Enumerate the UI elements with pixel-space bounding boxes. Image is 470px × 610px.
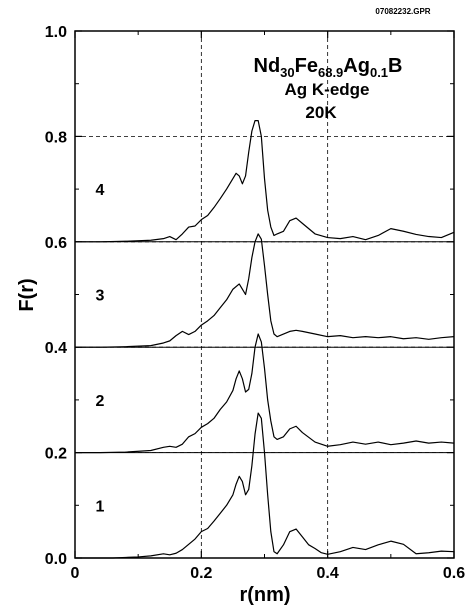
title-element: Ag [343, 55, 370, 77]
x-tick-label: 0.2 [190, 565, 212, 582]
x-tick-label: 0.4 [317, 565, 339, 582]
chart-title-formula: Nd30Fe68.9Ag0.1B [254, 55, 403, 80]
title-subscript: 30 [280, 65, 294, 80]
title-element: Fe [295, 55, 318, 77]
title-element: B [388, 55, 402, 77]
title-element: Nd [254, 55, 281, 77]
y-tick-label: 0.4 [45, 340, 67, 357]
y-tick-label: 0.2 [45, 446, 67, 463]
series-line-1 [75, 412, 455, 559]
curve-labels: 1 2 3 4 [96, 182, 105, 515]
title-subscript: 0.1 [370, 65, 388, 80]
y-tick-label: 0.0 [45, 551, 67, 568]
chart-title-edge: Ag K-edge [285, 80, 370, 99]
x-tick-label: 0.6 [443, 565, 465, 582]
series-label-4: 4 [96, 182, 105, 199]
series-line-2 [75, 333, 455, 454]
plot-frame [74, 30, 455, 559]
series-label-2: 2 [96, 393, 105, 410]
y-tick-label: 0.8 [45, 129, 67, 146]
title-subscript: 68.9 [318, 65, 343, 80]
ticks [74, 30, 455, 559]
x-tick-label: 0 [71, 565, 80, 582]
file-id-label: 07082232.GPR [375, 7, 430, 16]
grid [75, 31, 454, 558]
chart-title-temperature: 20K [305, 103, 337, 122]
baselines [75, 241, 454, 454]
x-axis-title: r(nm) [239, 584, 290, 606]
series-group [75, 119, 455, 559]
series-label-1: 1 [96, 498, 105, 515]
tick-labels: 0 0.2 0.4 0.6 0.0 0.2 0.4 0.6 0.8 1.0 [45, 24, 465, 582]
series-line-4 [75, 119, 455, 243]
series-line-3 [75, 233, 455, 348]
y-tick-label: 1.0 [45, 24, 67, 41]
y-tick-label: 0.6 [45, 235, 67, 252]
y-axis-title: F(r) [16, 278, 38, 311]
series-label-3: 3 [96, 288, 105, 305]
